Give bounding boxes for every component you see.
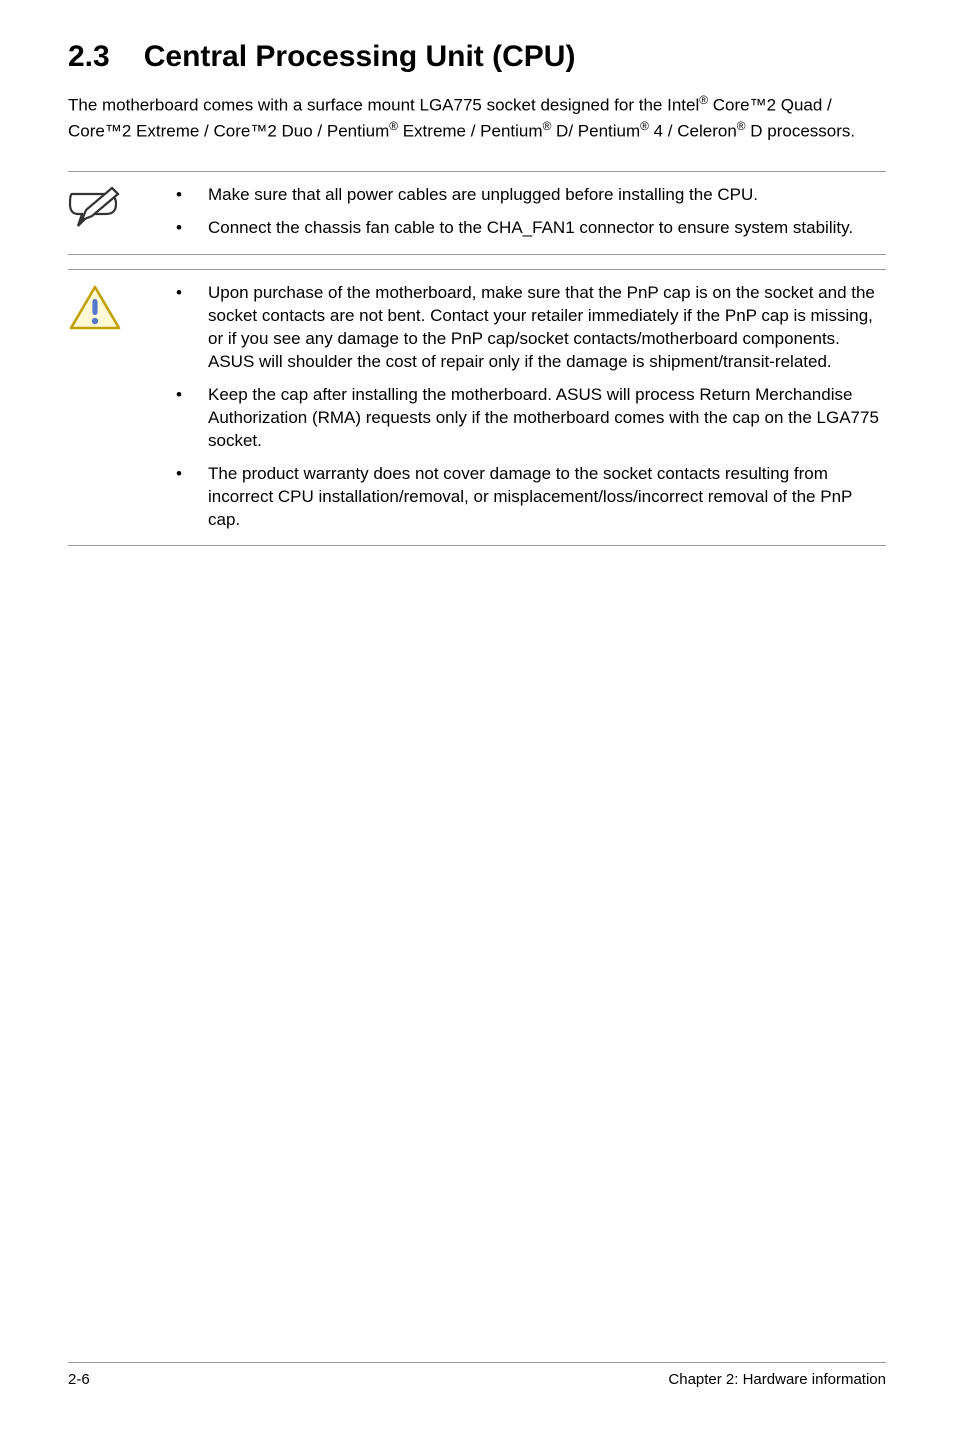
reg-1: ® — [699, 93, 708, 107]
reg-2: ® — [389, 119, 398, 133]
intro-part-3: Extreme / Pentium — [398, 121, 543, 140]
bullet-dot: • — [168, 217, 208, 240]
bullet-dot: • — [168, 463, 208, 486]
note-bullet-2: • Connect the chassis fan cable to the C… — [168, 217, 886, 240]
reg-5: ® — [737, 119, 746, 133]
caution-body: • Upon purchase of the motherboard, make… — [168, 282, 886, 531]
intro-part-1: The motherboard comes with a surface mou… — [68, 96, 699, 115]
note-text-1: Make sure that all power cables are unpl… — [208, 184, 886, 207]
section-title: Central Processing Unit (CPU) — [144, 40, 576, 74]
reg-4: ® — [640, 119, 649, 133]
caution-triangle-icon — [68, 282, 168, 332]
bullet-dot: • — [168, 384, 208, 407]
caution-text-2: Keep the cap after installing the mother… — [208, 384, 886, 453]
caution-bullet-2: • Keep the cap after installing the moth… — [168, 384, 886, 453]
caution-text-3: The product warranty does not cover dama… — [208, 463, 886, 532]
note-body: • Make sure that all power cables are un… — [168, 184, 886, 240]
caution-bullet-3: • The product warranty does not cover da… — [168, 463, 886, 532]
section-header: 2.3 Central Processing Unit (CPU) — [68, 40, 886, 74]
bullet-dot: • — [168, 184, 208, 207]
bullet-dot: • — [168, 282, 208, 305]
intro-paragraph: The motherboard comes with a surface mou… — [68, 92, 886, 143]
caution-bullet-1: • Upon purchase of the motherboard, make… — [168, 282, 886, 374]
page-footer: 2-6 Chapter 2: Hardware information — [68, 1362, 886, 1388]
caution-callout: • Upon purchase of the motherboard, make… — [68, 269, 886, 546]
note-callout: • Make sure that all power cables are un… — [68, 171, 886, 255]
intro-part-4: D/ Pentium — [551, 121, 640, 140]
note-text-2: Connect the chassis fan cable to the CHA… — [208, 217, 886, 240]
section-number: 2.3 — [68, 40, 110, 74]
reg-3: ® — [543, 119, 552, 133]
chapter-label: Chapter 2: Hardware information — [668, 1371, 886, 1388]
page-number: 2-6 — [68, 1371, 90, 1388]
intro-part-5: 4 / Celeron — [649, 121, 737, 140]
note-bullet-1: • Make sure that all power cables are un… — [168, 184, 886, 207]
pencil-note-icon — [68, 184, 168, 230]
intro-part-6: D processors. — [746, 121, 856, 140]
caution-text-1: Upon purchase of the motherboard, make s… — [208, 282, 886, 374]
